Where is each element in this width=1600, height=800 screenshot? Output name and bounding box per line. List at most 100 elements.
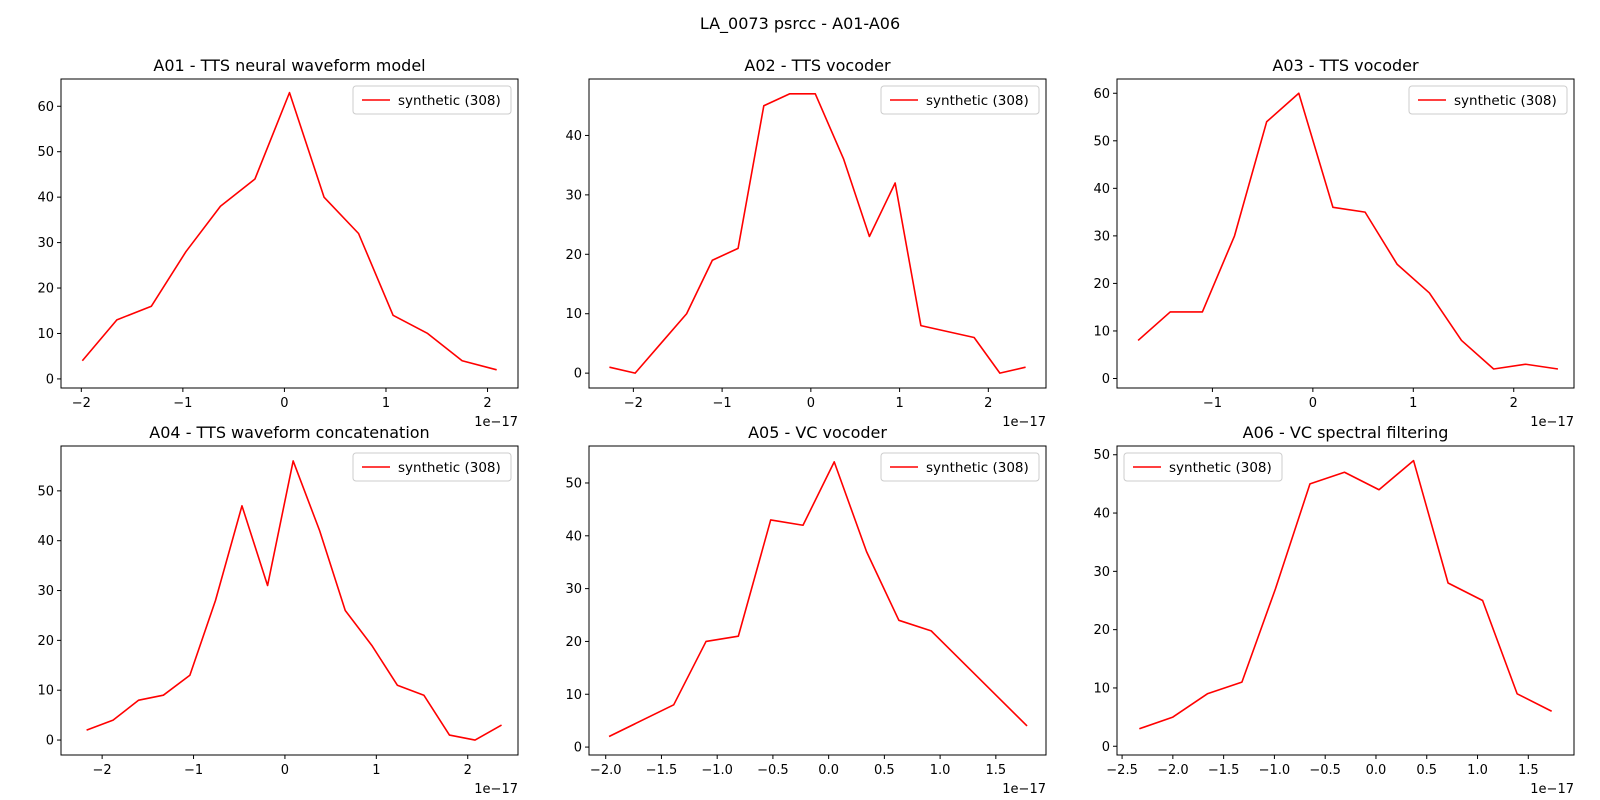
y-tick-label: 30 <box>37 584 54 599</box>
data-point <box>371 644 373 646</box>
plot-frame <box>588 78 1047 389</box>
legend-label: synthetic (308) <box>1454 93 1557 109</box>
data-point <box>705 640 707 642</box>
y-tick-label: 30 <box>565 582 582 597</box>
x-tick-label: 1 <box>1409 396 1417 411</box>
data-point <box>1274 588 1276 590</box>
data-point <box>474 739 476 741</box>
data-point <box>608 735 610 737</box>
y-tick-label: 20 <box>1093 623 1110 638</box>
legend: synthetic (308) <box>1408 85 1568 115</box>
data-point <box>1026 725 1028 727</box>
x-tick-label: 1.0 <box>930 763 951 778</box>
x-offset-label: 1e−17 <box>474 415 518 430</box>
data-point <box>1137 339 1139 341</box>
subplot-title: A05 - VC vocoder <box>748 423 887 442</box>
data-point <box>1525 363 1527 365</box>
x-offset-label: 1e−17 <box>1530 782 1574 797</box>
data-point <box>1364 211 1366 213</box>
data-point <box>1201 311 1203 313</box>
series-line <box>86 460 502 741</box>
data-point <box>842 158 844 160</box>
x-tick-label: 0.0 <box>1366 763 1387 778</box>
data-point <box>214 599 216 601</box>
data-point <box>1332 206 1334 208</box>
data-point <box>185 250 187 252</box>
y-tick-label: 20 <box>565 248 582 263</box>
data-point <box>999 372 1001 374</box>
subplot-4: A04 - TTS waveform concatenation−2 −1 0 1 20… <box>37 423 519 797</box>
data-point <box>660 342 662 344</box>
y-tick-label: 10 <box>37 327 54 342</box>
data-point <box>1172 716 1174 718</box>
plot-frame <box>60 78 519 389</box>
data-point <box>920 324 922 326</box>
x-offset-label: 1e−17 <box>474 782 518 797</box>
x-tick-label: −2.0 <box>590 763 622 778</box>
subplot-grid: A01 - TTS neural waveform model−2 −1 0 1 201… <box>37 56 1575 797</box>
plot-frame <box>1116 78 1575 389</box>
x-tick-label: 1 <box>895 396 903 411</box>
data-point <box>344 609 346 611</box>
subplot-6: A06 - VC spectral filtering −2.5 −2.0 −1.5 −… <box>1093 423 1575 797</box>
x-tick-label: 0 <box>807 396 815 411</box>
y-tick-label: 50 <box>37 484 54 499</box>
data-point <box>254 178 256 180</box>
y-tick-label: 0 <box>46 734 54 749</box>
y-tick-label: 30 <box>1093 229 1110 244</box>
data-point <box>81 360 83 362</box>
y-tick-label: 10 <box>1093 324 1110 339</box>
data-point <box>85 729 87 731</box>
x-tick-label: 2 <box>1510 396 1518 411</box>
legend-label: synthetic (308) <box>398 460 501 476</box>
y-tick-label: 40 <box>565 129 582 144</box>
data-point <box>685 313 687 315</box>
data-point <box>814 93 816 95</box>
x-offset-label: 1e−17 <box>1530 415 1574 430</box>
x-offset-label: 1e−17 <box>1002 415 1046 430</box>
data-point <box>112 719 114 721</box>
x-tick-label: 0.5 <box>1416 763 1437 778</box>
plot-frame <box>60 445 519 756</box>
legend: synthetic (308) <box>1123 452 1283 482</box>
data-point <box>788 93 790 95</box>
data-point <box>241 505 243 507</box>
y-tick-label: 40 <box>1093 182 1110 197</box>
x-tick-label: −2 <box>624 396 643 411</box>
x-tick-label: −1.0 <box>1259 763 1291 778</box>
legend-box <box>1408 85 1568 115</box>
data-point <box>1298 92 1300 94</box>
data-point <box>865 550 867 552</box>
y-tick-label: 40 <box>37 191 54 206</box>
x-tick-label: 1.5 <box>985 763 1006 778</box>
series-line <box>1139 459 1553 730</box>
y-tick-label: 10 <box>565 688 582 703</box>
x-tick-label: −2 <box>72 396 91 411</box>
data-point <box>1024 366 1026 368</box>
x-tick-label: 0 <box>281 763 289 778</box>
data-point <box>769 519 771 521</box>
data-point <box>1428 292 1430 294</box>
series-line <box>609 93 1026 374</box>
x-tick-label: 0 <box>1309 396 1317 411</box>
data-point <box>1138 728 1140 730</box>
x-tick-label: 2 <box>984 396 992 411</box>
data-point <box>737 635 739 637</box>
x-tick-label: 0.0 <box>818 763 839 778</box>
y-tick-label: 50 <box>1093 134 1110 149</box>
x-tick-label: −1 <box>173 396 192 411</box>
data-point <box>1265 121 1267 123</box>
data-point <box>1343 471 1345 473</box>
data-point <box>763 105 765 107</box>
data-point <box>426 332 428 334</box>
data-point <box>673 704 675 706</box>
x-tick-label: −2.0 <box>1157 763 1189 778</box>
data-point <box>1516 693 1518 695</box>
y-tick-label: 40 <box>37 534 54 549</box>
legend-label: synthetic (308) <box>398 93 501 109</box>
x-offset-label: 1e−17 <box>1002 782 1046 797</box>
data-point <box>737 247 739 249</box>
x-tick-label: −0.5 <box>757 763 789 778</box>
data-point <box>634 372 636 374</box>
